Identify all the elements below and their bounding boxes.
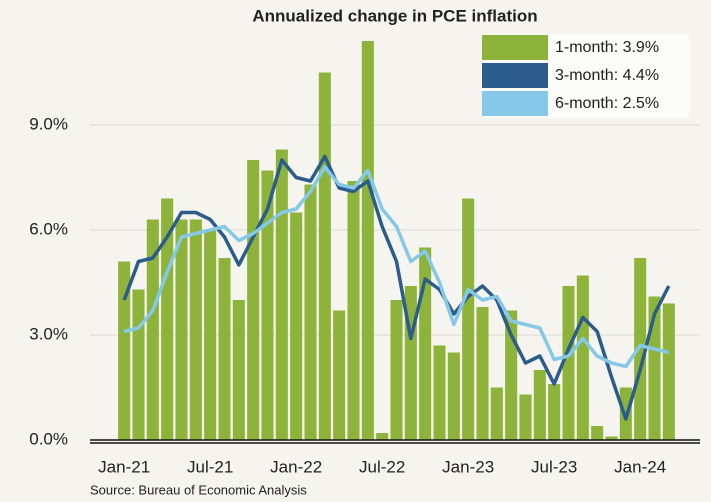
bar (118, 261, 131, 440)
x-tick-label: Jan-21 (98, 457, 150, 476)
bar (490, 387, 503, 440)
legend-label: 1-month: 3.9% (555, 39, 659, 56)
bar (247, 160, 260, 440)
bar (591, 426, 604, 440)
bar (390, 300, 403, 440)
bar (533, 370, 546, 440)
x-tick-label: Jul-21 (187, 457, 233, 476)
bar (232, 300, 245, 440)
bar (175, 219, 188, 440)
legend-label: 3-month: 4.4% (555, 67, 659, 84)
bar (634, 258, 647, 440)
bar (576, 275, 589, 440)
bar (304, 184, 317, 440)
bar (218, 258, 231, 440)
bar (433, 345, 446, 440)
bar (204, 230, 217, 440)
bar (562, 286, 575, 440)
chart-title: Annualized change in PCE inflation (252, 6, 537, 25)
y-tick-label: 0.0% (29, 429, 68, 448)
legend-swatch (482, 91, 548, 116)
bar (275, 149, 288, 440)
bar (161, 198, 174, 440)
x-tick-label: Jan-23 (442, 457, 494, 476)
y-tick-label: 3.0% (29, 324, 68, 343)
bar (662, 303, 675, 440)
line (123, 165, 670, 369)
bar (605, 436, 618, 440)
x-tick-label: Jul-23 (531, 457, 577, 476)
line (122, 154, 671, 421)
bar (505, 310, 518, 440)
bar (318, 72, 331, 440)
x-tick-label: Jan-24 (614, 457, 666, 476)
bar (189, 219, 202, 440)
bar (261, 170, 274, 440)
legend-swatch (482, 35, 548, 60)
bar (447, 352, 460, 440)
bar (347, 181, 360, 440)
bar (376, 433, 389, 440)
legend-label: 6-month: 2.5% (555, 95, 659, 112)
x-tick-label: Jul-22 (359, 457, 405, 476)
bar (462, 198, 475, 440)
bar (361, 41, 374, 440)
x-tick-label: Jan-22 (270, 457, 322, 476)
legend-swatch (482, 63, 548, 88)
source-note: Source: Bureau of Economic Analysis (90, 482, 307, 497)
bar (419, 247, 432, 440)
y-tick-label: 9.0% (29, 114, 68, 133)
bar (146, 219, 159, 440)
bar (476, 307, 489, 440)
y-tick-label: 6.0% (29, 219, 68, 238)
bar (290, 212, 303, 440)
bar (519, 394, 532, 440)
bar (548, 384, 561, 440)
bar (132, 289, 145, 440)
bar (333, 310, 346, 440)
